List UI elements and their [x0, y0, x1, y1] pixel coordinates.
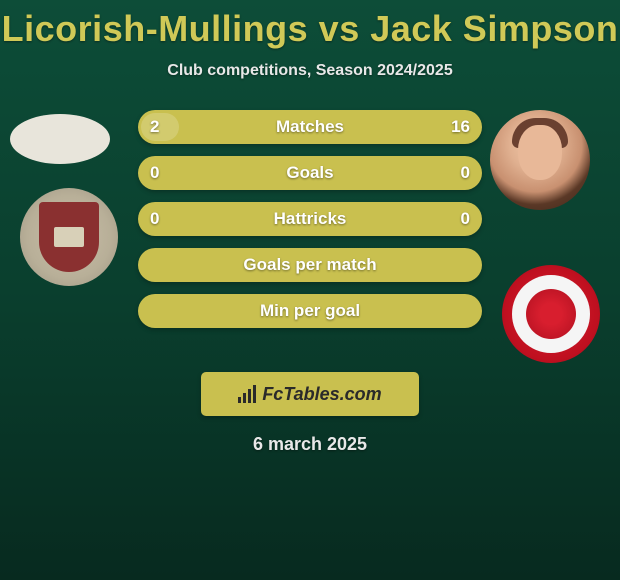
stat-left-value: 0 — [150, 209, 159, 229]
stat-row-goals-per-match: Goals per match — [138, 248, 482, 282]
stat-row-goals: 0 Goals 0 — [138, 156, 482, 190]
shield-icon — [39, 202, 99, 272]
stat-label: Min per goal — [260, 301, 360, 321]
stat-row-matches: 2 Matches 16 — [138, 110, 482, 144]
left-player-photo — [10, 114, 110, 164]
stat-label: Hattricks — [274, 209, 347, 229]
left-club-badge — [20, 188, 118, 286]
stat-left-value: 2 — [150, 117, 159, 137]
page-title: Licorish-Mullings vs Jack Simpson — [0, 0, 620, 50]
stat-row-hattricks: 0 Hattricks 0 — [138, 202, 482, 236]
dragon-badge-icon — [512, 275, 590, 353]
right-club-badge — [502, 265, 600, 363]
bar-chart-icon — [238, 385, 256, 403]
stat-label: Goals — [286, 163, 333, 183]
fctables-label: FcTables.com — [262, 384, 381, 405]
stat-right-value: 16 — [451, 117, 470, 137]
stat-right-value: 0 — [461, 163, 470, 183]
stats-area: 2 Matches 16 0 Goals 0 0 Hattricks 0 Goa… — [0, 110, 620, 370]
fctables-branding[interactable]: FcTables.com — [201, 372, 419, 416]
stat-rows: 2 Matches 16 0 Goals 0 0 Hattricks 0 Goa… — [138, 110, 482, 340]
stat-label: Goals per match — [243, 255, 376, 275]
stat-bar — [141, 113, 179, 141]
page-subtitle: Club competitions, Season 2024/2025 — [0, 62, 620, 80]
stat-left-value: 0 — [150, 163, 159, 183]
stat-right-value: 0 — [461, 209, 470, 229]
right-player-photo — [490, 110, 590, 210]
date-text: 6 march 2025 — [0, 434, 620, 455]
stat-label: Matches — [276, 117, 344, 137]
stat-row-min-per-goal: Min per goal — [138, 294, 482, 328]
